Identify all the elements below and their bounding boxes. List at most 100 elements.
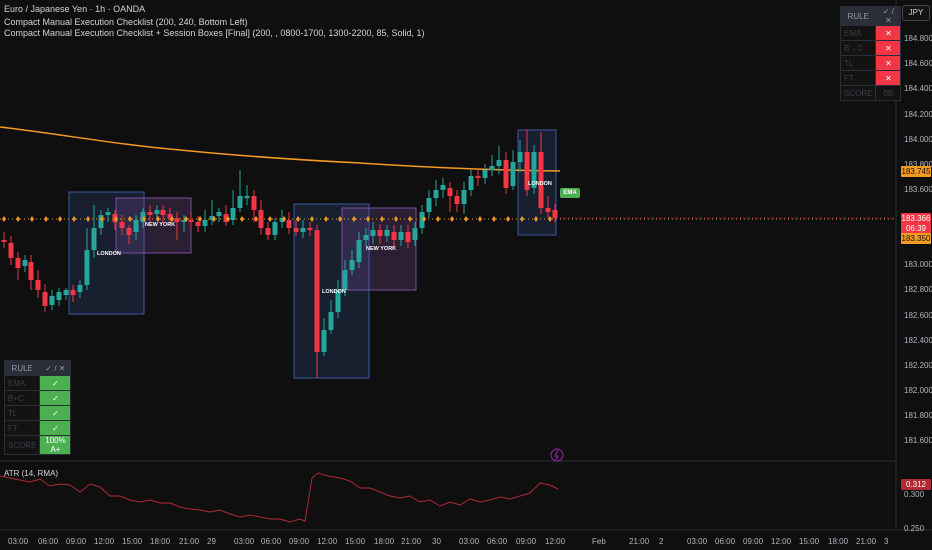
- level-marker: [72, 216, 76, 222]
- candle[interactable]: [209, 216, 215, 220]
- candle[interactable]: [503, 160, 509, 188]
- price-axis-label: 181.600: [904, 436, 932, 445]
- candle[interactable]: [126, 228, 132, 235]
- candle[interactable]: [370, 230, 376, 236]
- candle[interactable]: [342, 270, 348, 290]
- candle[interactable]: [258, 210, 264, 228]
- candle[interactable]: [314, 230, 320, 352]
- candle[interactable]: [188, 220, 194, 222]
- candle[interactable]: [154, 210, 160, 214]
- candle[interactable]: [300, 228, 306, 232]
- candle[interactable]: [391, 232, 397, 240]
- candles-group[interactable]: [1, 130, 558, 378]
- atr-line[interactable]: [0, 472, 559, 523]
- candle[interactable]: [426, 198, 432, 212]
- candle[interactable]: [419, 212, 425, 228]
- candle[interactable]: [49, 296, 55, 305]
- candle[interactable]: [174, 218, 180, 222]
- candle[interactable]: [517, 152, 523, 162]
- candle[interactable]: [363, 235, 369, 240]
- candle[interactable]: [8, 243, 14, 258]
- candle[interactable]: [28, 262, 34, 280]
- candle[interactable]: [119, 222, 125, 228]
- time-axis-label: 21:00: [401, 537, 422, 546]
- candle[interactable]: [440, 185, 446, 190]
- candle[interactable]: [384, 230, 390, 236]
- candle[interactable]: [56, 292, 62, 300]
- level-marker: [520, 216, 524, 222]
- candle[interactable]: [22, 260, 28, 266]
- candle[interactable]: [202, 220, 208, 226]
- ema-line[interactable]: [0, 126, 561, 172]
- candle[interactable]: [167, 214, 173, 218]
- candle[interactable]: [412, 228, 418, 240]
- candle[interactable]: [77, 285, 83, 292]
- london-session-box: [293, 203, 370, 379]
- candle[interactable]: [398, 232, 404, 240]
- indicator-legend-1[interactable]: Compact Manual Execution Checklist (200,…: [4, 17, 248, 27]
- candle[interactable]: [15, 258, 21, 268]
- candle[interactable]: [216, 212, 222, 216]
- candle[interactable]: [63, 290, 69, 295]
- candle[interactable]: [195, 222, 201, 226]
- candle[interactable]: [545, 208, 551, 212]
- candle[interactable]: [35, 280, 41, 290]
- candle[interactable]: [244, 196, 250, 198]
- candle[interactable]: [377, 230, 383, 236]
- candle[interactable]: [140, 212, 146, 222]
- candle[interactable]: [237, 196, 243, 208]
- candle[interactable]: [147, 212, 153, 215]
- indicator-legend-2[interactable]: Compact Manual Execution Checklist + Ses…: [4, 28, 425, 38]
- candle[interactable]: [489, 166, 495, 170]
- symbol-title[interactable]: Euro / Japanese Yen · 1h · OANDA: [4, 4, 146, 14]
- candle[interactable]: [181, 220, 187, 222]
- candle[interactable]: [328, 312, 334, 330]
- level-marker: [240, 216, 244, 222]
- candle[interactable]: [160, 210, 166, 215]
- candle[interactable]: [265, 228, 271, 235]
- candle[interactable]: [552, 210, 558, 218]
- candle[interactable]: [454, 196, 460, 204]
- candle[interactable]: [496, 160, 502, 166]
- candle[interactable]: [468, 176, 474, 190]
- candle[interactable]: [70, 290, 76, 295]
- candle[interactable]: [461, 190, 467, 204]
- candle[interactable]: [356, 240, 362, 262]
- candle[interactable]: [349, 260, 355, 270]
- candle[interactable]: [98, 215, 104, 228]
- candle[interactable]: [475, 176, 481, 178]
- candle[interactable]: [105, 212, 111, 215]
- candle[interactable]: [84, 250, 90, 285]
- candle[interactable]: [524, 152, 530, 190]
- candle[interactable]: [279, 218, 285, 222]
- atr-axis-label: 0.300: [904, 490, 925, 499]
- candle[interactable]: [510, 162, 516, 186]
- candle[interactable]: [286, 220, 292, 228]
- lightning-icon[interactable]: [550, 448, 564, 462]
- candle[interactable]: [405, 232, 411, 242]
- atr-legend[interactable]: ATR (14, RMA): [4, 469, 59, 478]
- candle[interactable]: [335, 290, 341, 312]
- candle[interactable]: [307, 228, 313, 230]
- candle[interactable]: [1, 240, 7, 242]
- time-axis-label: 06:00: [487, 537, 508, 546]
- candle[interactable]: [42, 292, 48, 306]
- candle[interactable]: [91, 228, 97, 250]
- candle[interactable]: [223, 214, 229, 222]
- candle[interactable]: [447, 188, 453, 196]
- candle[interactable]: [321, 330, 327, 352]
- candle[interactable]: [272, 222, 278, 235]
- price-axis-label: 182.000: [904, 386, 932, 395]
- candle[interactable]: [251, 196, 257, 210]
- candle[interactable]: [433, 190, 439, 198]
- candle[interactable]: [531, 152, 537, 188]
- currency-button[interactable]: JPY: [902, 5, 930, 21]
- candle[interactable]: [230, 208, 236, 220]
- level-marker: [44, 216, 48, 222]
- candle[interactable]: [133, 220, 139, 232]
- candle[interactable]: [293, 228, 299, 232]
- candle[interactable]: [538, 152, 544, 208]
- candle[interactable]: [482, 170, 488, 178]
